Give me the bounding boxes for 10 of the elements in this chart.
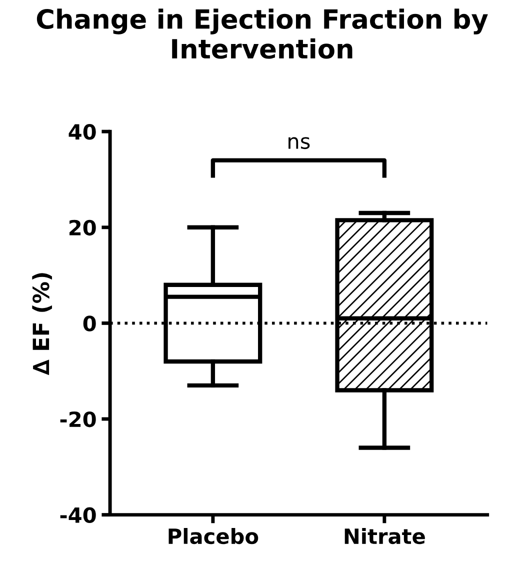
y-tick-label: 40 [68,124,96,140]
y-tick-label: -40 [60,507,96,524]
x-tick-label: Placebo [168,528,258,544]
chart-title: Change in Ejection Fraction by Intervention [36,8,488,59]
y-tick-label: 0 [83,316,96,332]
annotation: ns [288,137,310,150]
y-axis-title: ∆ EF (%) [32,273,52,376]
y-tick-label: -20 [60,411,96,428]
x-tick-label: Nitrate [344,528,425,544]
y-tick-label: 20 [70,220,96,236]
